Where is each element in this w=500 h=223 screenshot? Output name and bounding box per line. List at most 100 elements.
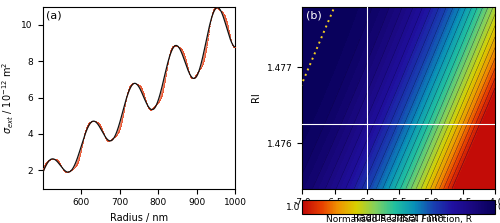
Point (194, 69, 202, 73)
Point (104, 139, 112, 142)
Point (128, 82, 136, 86)
Point (96, 123, 104, 127)
Point (66, 169, 74, 172)
Point (126, 85, 134, 88)
Point (136, 85, 144, 89)
Point (108, 137, 116, 141)
Point (158, 93, 166, 97)
Point (191, 74, 199, 77)
Point (197, 65, 205, 69)
Point (38, 169, 46, 173)
Point (210, 7, 218, 11)
Point (88, 120, 96, 123)
Point (182, 59, 190, 62)
Point (114, 131, 122, 135)
Point (138, 86, 145, 89)
Point (148, 107, 156, 110)
Point (180, 51, 188, 54)
Point (47, 157, 55, 161)
Point (218, 10, 226, 13)
Point (178, 49, 186, 52)
Point (106, 138, 114, 142)
Point (180, 51, 188, 55)
Point (220, 12, 228, 16)
Point (178, 48, 186, 52)
Point (58, 165, 66, 168)
Point (60, 170, 68, 173)
Point (90, 119, 98, 123)
Point (224, 24, 232, 28)
Point (156, 98, 164, 101)
Point (44, 158, 52, 162)
Point (187, 76, 195, 79)
Point (106, 139, 114, 142)
Point (120, 106, 128, 109)
Point (190, 76, 198, 79)
Point (174, 45, 182, 48)
Point (43, 159, 51, 163)
Point (130, 82, 138, 85)
Point (48, 157, 56, 161)
Point (92, 120, 100, 123)
Point (108, 138, 116, 141)
Point (195, 68, 203, 72)
Point (110, 135, 118, 138)
Point (136, 84, 143, 87)
Point (146, 108, 154, 111)
Point (63, 170, 71, 174)
Point (99, 129, 107, 133)
Point (63, 170, 71, 174)
Point (92, 120, 100, 123)
Point (223, 21, 231, 25)
Point (224, 27, 232, 30)
Point (180, 50, 188, 54)
Point (166, 52, 173, 56)
Point (84, 122, 92, 126)
Point (44, 158, 52, 162)
Point (90, 119, 98, 123)
Point (90, 119, 98, 123)
Point (109, 136, 117, 140)
Point (184, 65, 192, 69)
Point (92, 120, 100, 123)
Point (208, 12, 216, 15)
Point (226, 36, 234, 40)
Point (157, 95, 165, 99)
Point (68, 167, 76, 171)
Point (62, 170, 70, 174)
Point (152, 103, 160, 106)
Point (120, 108, 128, 112)
Point (206, 20, 214, 24)
Point (82, 125, 90, 128)
Point (216, 9, 224, 12)
Point (174, 45, 182, 49)
Point (176, 46, 184, 50)
Point (128, 82, 136, 85)
Point (213, 6, 221, 10)
Point (50, 157, 58, 161)
Point (131, 82, 139, 85)
Point (208, 11, 216, 14)
Point (228, 43, 236, 46)
Point (98, 127, 106, 130)
Point (79, 138, 87, 141)
Point (178, 47, 186, 51)
Point (229, 45, 237, 48)
Point (74, 160, 82, 163)
Point (98, 126, 106, 129)
Point (115, 130, 123, 133)
Point (191, 74, 199, 78)
Point (203, 42, 211, 46)
Point (203, 41, 211, 45)
Point (76, 155, 84, 159)
Point (121, 101, 129, 105)
Point (42, 160, 50, 164)
Point (58, 165, 66, 169)
Point (153, 102, 161, 105)
Point (54, 158, 62, 162)
Point (183, 64, 191, 67)
Point (119, 114, 127, 118)
Point (42, 161, 50, 165)
Point (136, 84, 144, 88)
Point (156, 98, 164, 101)
